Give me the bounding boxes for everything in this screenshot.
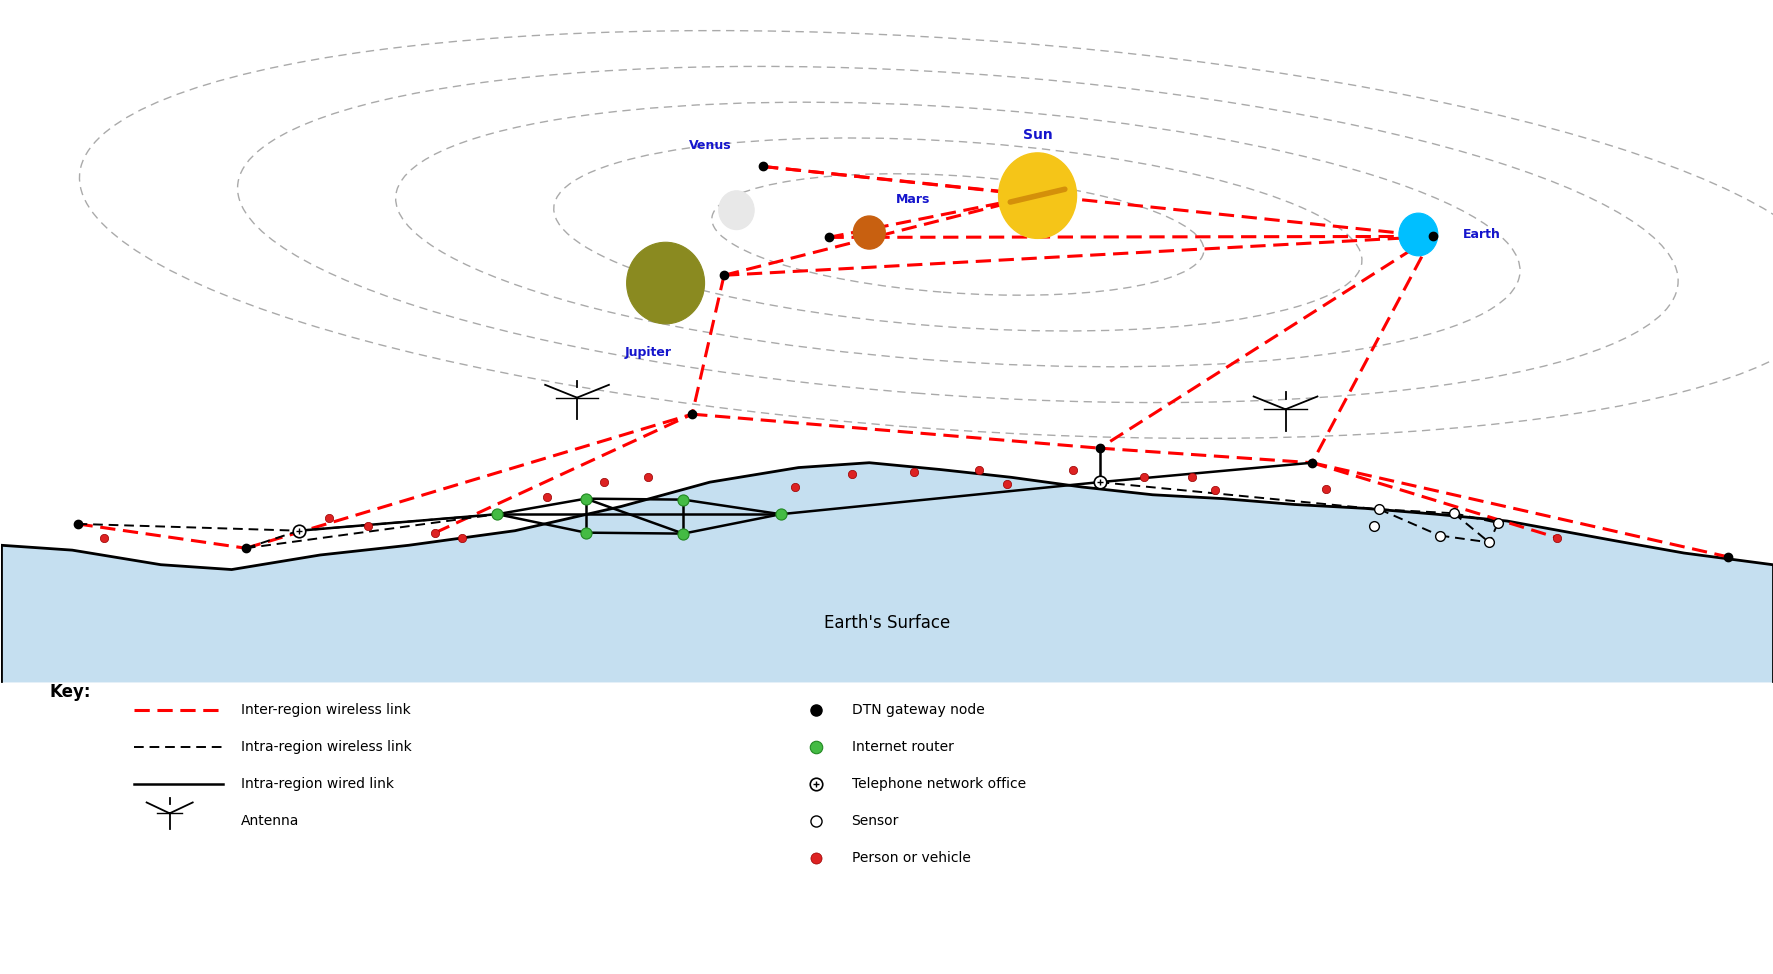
Text: Key:: Key: [50, 683, 90, 701]
Text: Jupiter: Jupiter [624, 346, 670, 359]
Ellipse shape [853, 216, 885, 249]
Ellipse shape [998, 153, 1076, 239]
Text: Person or vehicle: Person or vehicle [851, 851, 970, 865]
Ellipse shape [718, 191, 754, 230]
Text: Earth: Earth [1461, 228, 1500, 241]
Text: DTN gateway node: DTN gateway node [851, 703, 984, 718]
Text: Earth's Surface: Earth's Surface [823, 614, 950, 632]
Text: Intra-region wireless link: Intra-region wireless link [241, 740, 411, 754]
Text: Sensor: Sensor [851, 814, 899, 828]
Text: Telephone network office: Telephone network office [851, 777, 1025, 791]
Text: Mars: Mars [895, 193, 929, 206]
Ellipse shape [1399, 213, 1438, 256]
Text: Inter-region wireless link: Inter-region wireless link [241, 703, 410, 718]
Text: Venus: Venus [688, 139, 730, 152]
Text: Intra-region wired link: Intra-region wired link [241, 777, 394, 791]
Text: Sun: Sun [1021, 129, 1051, 142]
Text: Internet router: Internet router [851, 740, 952, 754]
Ellipse shape [626, 243, 704, 323]
Text: Antenna: Antenna [241, 814, 298, 828]
